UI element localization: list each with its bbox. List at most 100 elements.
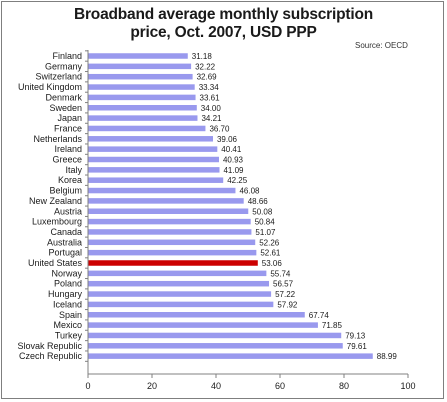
category-label: Korea (58, 175, 82, 185)
category-label: Portugal (48, 248, 82, 258)
value-label: 53.06 (262, 259, 283, 268)
bar-greece (88, 156, 219, 163)
value-label: 39.06 (217, 135, 238, 144)
category-label: Turkey (55, 330, 83, 340)
chart-title: Broadband average monthly subscription p… (0, 6, 447, 42)
bar-switzerland (88, 73, 193, 80)
category-label: France (54, 123, 82, 133)
bar-belgium (88, 187, 236, 194)
value-label: 40.41 (221, 145, 242, 154)
value-label: 48.66 (248, 197, 269, 206)
category-label: Belgium (49, 186, 82, 196)
bar-italy (88, 167, 220, 173)
value-label: 57.22 (275, 290, 296, 299)
bar-austria (88, 208, 249, 214)
x-tick-label: 80 (339, 381, 349, 391)
category-label: Norway (51, 268, 82, 278)
category-label: Finland (52, 51, 82, 61)
value-label: 40.93 (223, 156, 244, 165)
value-label: 56.57 (273, 280, 294, 289)
value-label: 55.74 (270, 269, 291, 278)
bar-mexico (88, 322, 318, 328)
bar-iceland (88, 301, 274, 308)
category-label: Iceland (53, 299, 82, 309)
value-label: 31.18 (192, 52, 213, 61)
category-label: Mexico (53, 320, 82, 330)
value-label: 34.21 (201, 114, 222, 123)
bar-finland (88, 53, 188, 59)
category-label: Denmark (45, 92, 82, 102)
category-label: United Kingdom (18, 82, 82, 92)
category-label: Australia (47, 237, 82, 247)
bar-luxembourg (88, 218, 251, 225)
value-label: 52.26 (259, 238, 280, 247)
bar-hungary (88, 291, 272, 297)
value-label: 51.07 (255, 228, 276, 237)
bar-poland (88, 280, 270, 287)
x-tick-label: 20 (147, 381, 157, 391)
category-label: United States (28, 258, 83, 268)
bar-ireland (88, 146, 218, 152)
bar-canada (88, 229, 252, 235)
category-label: Poland (54, 279, 82, 289)
category-label: Sweden (49, 103, 82, 113)
category-label: Japan (57, 113, 82, 123)
category-label: Greece (52, 155, 82, 165)
bar-turkey (88, 332, 342, 339)
bar-france (88, 125, 206, 132)
bar-korea (88, 177, 224, 183)
value-label: 42.25 (227, 176, 248, 185)
category-label: Austria (54, 206, 82, 216)
value-label: 32.22 (195, 62, 216, 71)
bar-australia (88, 239, 256, 246)
bar-czech-republic (88, 353, 373, 359)
x-tick-label: 0 (85, 381, 90, 391)
value-label: 41.09 (223, 166, 244, 175)
category-label: Germany (45, 61, 83, 71)
category-label: Italy (65, 165, 82, 175)
value-label: 52.61 (260, 249, 281, 258)
category-label: Czech Republic (19, 351, 83, 361)
value-label: 79.13 (345, 331, 366, 340)
value-label: 36.70 (209, 124, 230, 133)
value-label: 67.74 (309, 311, 330, 320)
category-label: Slovak Republic (17, 341, 82, 351)
chart-title-line1: Broadband average monthly subscription (73, 6, 373, 23)
category-label: Spain (59, 310, 82, 320)
x-tick-label: 100 (400, 381, 415, 391)
value-label: 46.08 (239, 187, 260, 196)
bar-united-states (88, 260, 258, 266)
chart-title-line2: price, Oct. 2007, USD PPP (130, 24, 317, 41)
bar-spain (88, 312, 305, 318)
bar-denmark (88, 94, 196, 101)
category-label: Hungary (48, 289, 83, 299)
bar-slovak-republic (88, 343, 343, 349)
value-label: 57.92 (277, 300, 298, 309)
value-label: 79.61 (347, 342, 368, 351)
value-label: 33.34 (199, 83, 220, 92)
value-label: 50.08 (252, 207, 273, 216)
value-label: 34.00 (201, 104, 222, 113)
category-label: Luxembourg (32, 217, 82, 227)
value-label: 32.69 (197, 73, 218, 82)
bar-japan (88, 115, 198, 121)
category-label: New Zealand (29, 196, 82, 206)
category-label: Canada (50, 227, 82, 237)
bar-united-kingdom (88, 84, 195, 90)
value-label: 71.85 (322, 321, 343, 330)
value-label: 88.99 (377, 352, 398, 361)
category-label: Ireland (54, 144, 82, 154)
bar-norway (88, 270, 267, 277)
category-label: Netherlands (33, 134, 82, 144)
x-tick-label: 40 (211, 381, 221, 391)
value-label: 33.61 (200, 93, 221, 102)
bar-germany (88, 63, 192, 70)
value-label: 50.84 (255, 218, 276, 227)
bar-netherlands (88, 136, 213, 142)
bar-new-zealand (88, 198, 244, 204)
source-note: Source: OECD (355, 41, 408, 50)
bar-portugal (88, 249, 257, 256)
x-tick-label: 60 (275, 381, 285, 391)
category-label: Switzerland (35, 72, 82, 82)
